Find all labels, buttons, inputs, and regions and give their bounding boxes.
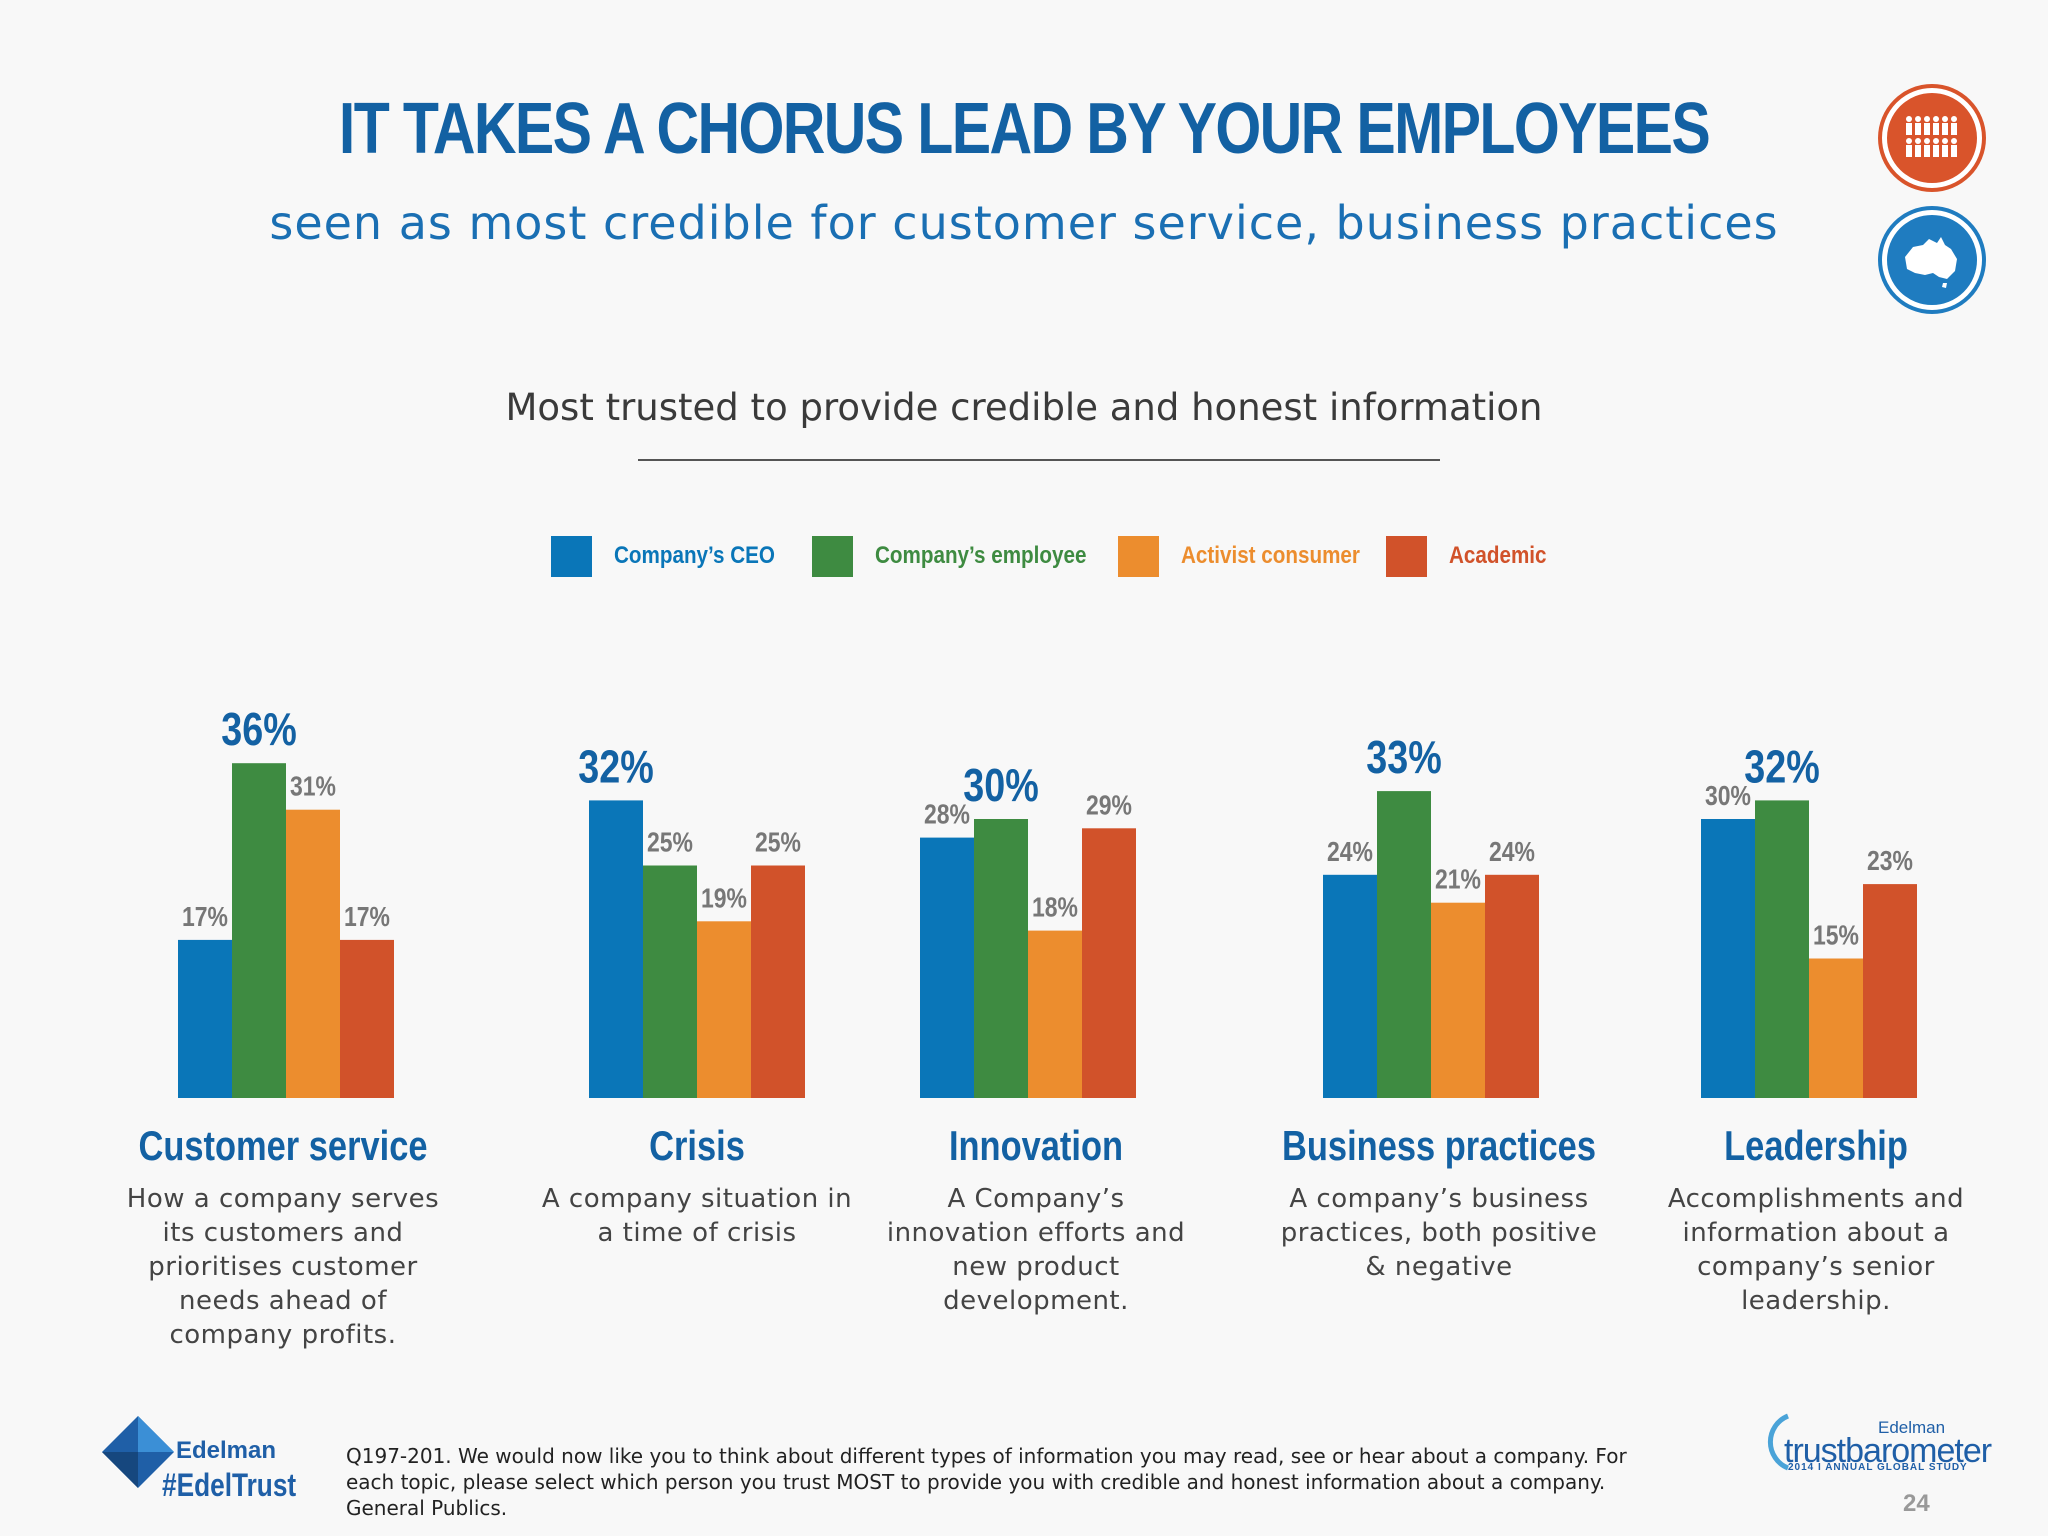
bar-value-label: 32% xyxy=(1744,741,1819,792)
bar xyxy=(232,763,286,1098)
bar xyxy=(1863,884,1917,1098)
legend-swatch xyxy=(1386,535,1427,577)
bar xyxy=(1485,874,1539,1098)
category-description: A company situation in a time of crisis xyxy=(541,1184,853,1248)
legend-label: Company’s CEO xyxy=(614,542,775,569)
footnote: Q197-201. We would now like you to think… xyxy=(346,1444,1627,1520)
bar xyxy=(286,809,340,1098)
bar-value-label: 25% xyxy=(647,827,693,858)
legend-swatch xyxy=(551,535,592,577)
bar xyxy=(1431,902,1485,1098)
bar-value-label: 17% xyxy=(182,902,228,933)
australia-map-icon xyxy=(1882,210,1982,310)
legend-item: Activist consumer xyxy=(1118,535,1389,577)
category-name: Customer service xyxy=(138,1122,428,1169)
bar-value-label: 24% xyxy=(1327,837,1373,868)
legend-swatch xyxy=(812,535,853,577)
bar xyxy=(1377,791,1431,1098)
bar-value-label: 18% xyxy=(1032,893,1078,924)
bar-value-label: 29% xyxy=(1086,790,1132,821)
bar xyxy=(1755,800,1809,1098)
bar-value-label: 17% xyxy=(344,902,390,933)
legend-item: Academic xyxy=(1386,535,1562,577)
bar xyxy=(751,865,805,1098)
category-name: Innovation xyxy=(948,1122,1124,1169)
bar-value-label: 36% xyxy=(221,704,296,755)
chart-title: Most trusted to provide credible and hon… xyxy=(505,386,1543,429)
legend-swatch xyxy=(1118,535,1159,577)
bar-value-label: 25% xyxy=(755,827,801,858)
bar-value-label: 15% xyxy=(1813,920,1859,951)
page-title: IT TAKES A CHORUS LEAD BY YOUR EMPLOYEES xyxy=(338,89,1711,169)
legend-label: Activist consumer xyxy=(1181,542,1360,569)
edelman-logo-icon xyxy=(102,1416,174,1488)
trustbarometer-brand: Edelman xyxy=(1878,1418,1946,1437)
bar-value-label: 30% xyxy=(963,759,1038,810)
trustbarometer-name: trustbarometer xyxy=(1784,1432,1992,1470)
bar xyxy=(974,819,1028,1098)
legend-item: Company’s CEO xyxy=(551,535,801,577)
bar-value-label: 23% xyxy=(1867,846,1913,877)
category-description: A company’s business practices, both pos… xyxy=(1280,1184,1598,1282)
bar xyxy=(697,921,751,1098)
category-description: Accomplishments and information about a … xyxy=(1667,1184,1965,1316)
bar-value-label: 24% xyxy=(1489,837,1535,868)
trustbarometer-arc-icon xyxy=(1767,1413,1790,1471)
bar xyxy=(1082,828,1136,1098)
bar xyxy=(1809,958,1863,1098)
legend-label: Academic xyxy=(1449,542,1547,569)
chart-title-divider xyxy=(638,459,1440,461)
edeltrust-hashtag: #EdelTrust xyxy=(162,1467,297,1503)
category-description: A Company’s innovation efforts and new p… xyxy=(886,1184,1186,1316)
bar-chart: 17%36%31%17%32%25%19%25%28%30%18%29%24%3… xyxy=(178,704,1917,1098)
bar-value-label: 33% xyxy=(1366,732,1441,783)
page-subtitle: seen as most credible for customer servi… xyxy=(269,196,1779,250)
bar xyxy=(920,837,974,1098)
trustbarometer-subtitle: 2014 I ANNUAL GLOBAL STUDY xyxy=(1788,1462,1968,1473)
bar xyxy=(340,939,394,1098)
people-group-icon xyxy=(1882,88,1982,188)
legend-label: Company’s employee xyxy=(875,542,1087,569)
bar xyxy=(1028,930,1082,1098)
bar-value-label: 30% xyxy=(1705,781,1751,812)
bar xyxy=(643,865,697,1098)
bar xyxy=(589,800,643,1098)
edelman-brand: Edelman xyxy=(176,1437,277,1464)
category-name: Leadership xyxy=(1724,1122,1908,1169)
category-name: Business practices xyxy=(1282,1122,1596,1169)
category-name: Crisis xyxy=(649,1122,745,1169)
legend-item: Company’s employee xyxy=(812,535,1121,577)
bar xyxy=(1701,819,1755,1098)
category-description: How a company serves its customers and p… xyxy=(126,1184,440,1350)
bar-value-label: 28% xyxy=(924,800,970,831)
bar xyxy=(1323,874,1377,1098)
bar-value-label: 31% xyxy=(290,772,336,803)
bar-value-label: 19% xyxy=(701,883,747,914)
bar-value-label: 32% xyxy=(578,741,653,792)
page-number: 24 xyxy=(1903,1490,1930,1517)
bar-value-label: 21% xyxy=(1435,865,1481,896)
bar xyxy=(178,939,232,1098)
